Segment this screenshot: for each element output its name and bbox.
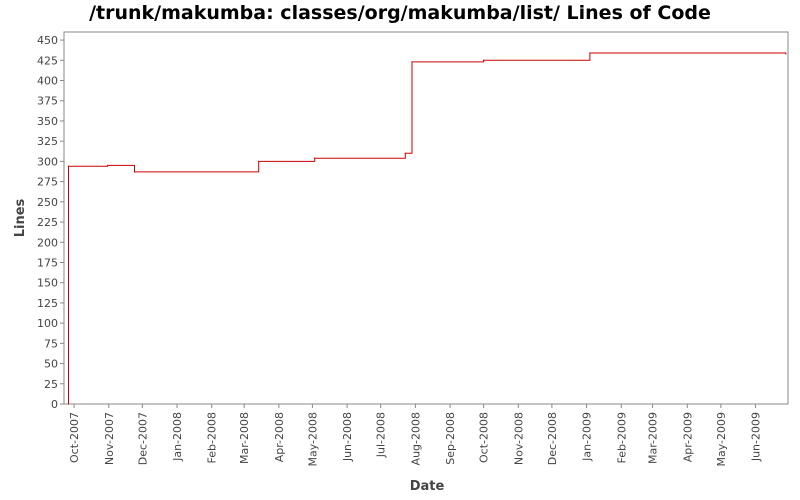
x-tick-label: Dec-2008 — [546, 412, 559, 465]
data-point — [67, 165, 70, 167]
y-tick-label: 250 — [37, 196, 58, 209]
x-tick-label: May-2008 — [306, 412, 319, 467]
plot-layer — [63, 31, 789, 405]
data-point — [483, 59, 485, 61]
y-tick-label: 25 — [44, 378, 58, 391]
x-tick-label: Jun-2009 — [750, 412, 763, 462]
x-tick-label: Jul-2008 — [375, 412, 388, 458]
series-line — [68, 52, 787, 404]
plot-area — [63, 31, 789, 405]
y-tick-label: 200 — [37, 236, 58, 249]
data-point — [107, 164, 109, 167]
data-point — [785, 53, 787, 55]
y-tick-label: 125 — [37, 297, 58, 310]
y-tick-label: 225 — [37, 216, 58, 229]
y-tick-label: 350 — [37, 115, 58, 128]
x-tick-label: Feb-2009 — [615, 412, 628, 463]
x-tick-label: Feb-2008 — [206, 412, 219, 463]
y-tick-label: 375 — [37, 95, 58, 108]
x-tick-label: Oct-2008 — [478, 412, 491, 463]
data-point — [404, 152, 406, 154]
x-tick-label: Mar-2008 — [238, 412, 251, 464]
y-axis-label: Lines — [13, 198, 28, 237]
x-tick-label: May-2009 — [715, 412, 728, 467]
x-tick-label: Nov-2008 — [512, 412, 525, 465]
y-tick-label: 400 — [37, 75, 58, 88]
chart-title: /trunk/makumba: classes/org/makumba/list… — [89, 2, 711, 24]
data-point — [133, 171, 136, 173]
y-tick-label: 300 — [37, 155, 58, 168]
x-axis-ticks: Oct-2007 Nov-2007 Dec-2007 Jan-2008 Feb-2008… — [68, 404, 763, 467]
x-axis-label: Date — [410, 479, 445, 494]
y-tick-label: 325 — [37, 135, 58, 148]
y-tick-label: 75 — [44, 337, 58, 350]
y-tick-label: 425 — [37, 54, 58, 67]
x-tick-label: Jan-2008 — [171, 412, 184, 462]
x-tick-label: Jan-2009 — [581, 412, 594, 462]
x-tick-label: Aug-2008 — [409, 412, 422, 465]
x-tick-label: Oct-2007 — [68, 412, 81, 463]
data-point — [67, 403, 70, 405]
y-tick-label: 100 — [37, 317, 58, 330]
y-tick-label: 175 — [37, 256, 58, 269]
data-point — [411, 61, 413, 63]
y-tick-label: 275 — [37, 176, 58, 189]
x-tick-label: Apr-2008 — [273, 412, 286, 462]
x-tick-label: Sep-2008 — [444, 412, 457, 465]
data-point — [589, 52, 591, 54]
data-point — [258, 160, 260, 162]
y-tick-label: 50 — [44, 358, 58, 371]
x-tick-label: Jun-2008 — [341, 412, 354, 462]
y-tick-label: 450 — [37, 34, 58, 47]
y-tick-label: 150 — [37, 277, 58, 290]
x-tick-label: Mar-2009 — [647, 412, 660, 464]
y-tick-label: 0 — [51, 398, 58, 411]
data-point — [314, 157, 316, 159]
x-tick-label: Apr-2009 — [681, 412, 694, 462]
y-axis-ticks: 0 25 50 75 100 125 150 175 200 225 250 275 300 325 350… — [37, 34, 64, 411]
x-tick-label: Nov-2007 — [103, 412, 116, 465]
x-tick-label: Dec-2007 — [136, 412, 149, 465]
